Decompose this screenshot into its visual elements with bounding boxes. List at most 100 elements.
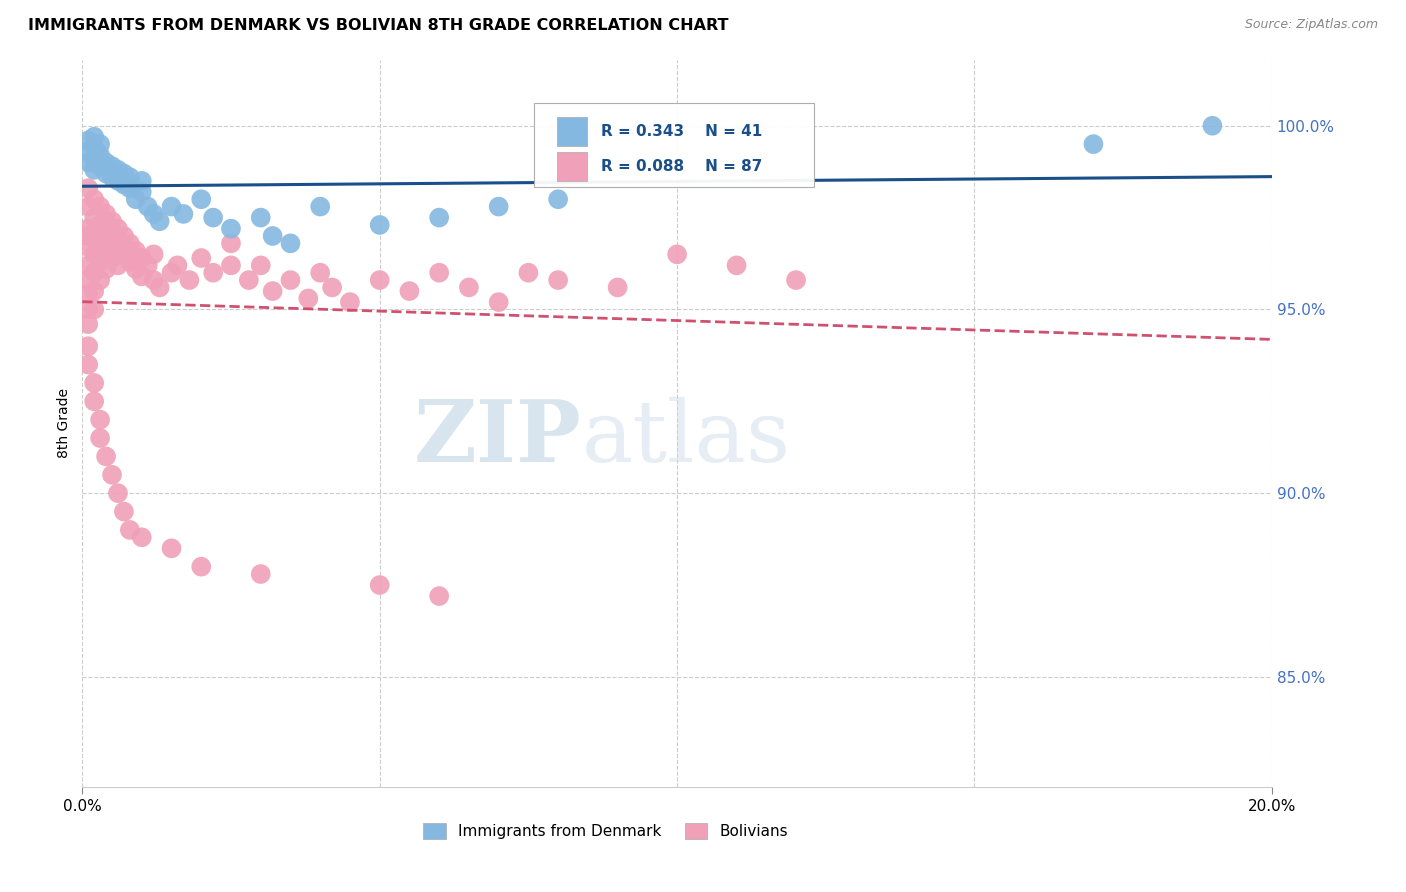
Point [118, 170, 141, 185]
Point [107, 162, 129, 177]
Point [83, 302, 105, 317]
Point [112, 167, 135, 181]
Point [77, 145, 100, 159]
Point [101, 170, 124, 185]
Point [89, 273, 111, 287]
Point [427, 589, 450, 603]
Point [368, 273, 391, 287]
Point [131, 530, 153, 544]
Point [107, 240, 129, 254]
Point [94, 155, 117, 169]
Point [427, 211, 450, 225]
Point [77, 181, 100, 195]
Point [77, 240, 100, 254]
Point [142, 247, 165, 261]
Point [309, 200, 332, 214]
FancyBboxPatch shape [534, 103, 814, 187]
Point [89, 254, 111, 268]
Point [142, 273, 165, 287]
Point [785, 273, 807, 287]
Point [94, 207, 117, 221]
Point [190, 192, 212, 206]
Point [297, 292, 319, 306]
Point [172, 207, 194, 221]
Point [83, 229, 105, 244]
Point [112, 247, 135, 261]
Point [83, 141, 105, 155]
Point [107, 486, 129, 500]
Point [190, 559, 212, 574]
Point [160, 200, 183, 214]
Point [339, 295, 361, 310]
Point [547, 192, 569, 206]
Point [94, 167, 117, 181]
Point [125, 262, 148, 277]
Point [77, 317, 100, 331]
Point [89, 137, 111, 152]
Point [280, 236, 302, 251]
Point [166, 258, 188, 272]
Point [131, 251, 153, 265]
Point [458, 280, 481, 294]
Point [94, 262, 117, 277]
Point [77, 155, 100, 169]
Point [77, 133, 100, 147]
Point [368, 578, 391, 592]
Bar [557, 152, 586, 181]
Point [89, 148, 111, 162]
Point [77, 229, 100, 244]
Point [83, 162, 105, 177]
Point [107, 174, 129, 188]
Point [280, 273, 302, 287]
Text: atlas: atlas [582, 396, 792, 480]
Point [149, 214, 172, 228]
Point [77, 302, 100, 317]
Point [262, 229, 284, 244]
Y-axis label: 8th Grade: 8th Grade [58, 388, 72, 458]
Point [83, 129, 105, 144]
Text: Source: ZipAtlas.com: Source: ZipAtlas.com [1244, 18, 1378, 31]
Point [219, 236, 242, 251]
Point [107, 221, 129, 235]
Point [427, 266, 450, 280]
Point [118, 254, 141, 268]
Point [149, 280, 172, 294]
Point [101, 214, 124, 228]
Text: IMMIGRANTS FROM DENMARK VS BOLIVIAN 8TH GRADE CORRELATION CHART: IMMIGRANTS FROM DENMARK VS BOLIVIAN 8TH … [28, 18, 728, 33]
Legend: Immigrants from Denmark, Bolivians: Immigrants from Denmark, Bolivians [418, 817, 794, 845]
Point [112, 178, 135, 192]
Point [101, 467, 124, 482]
Point [89, 159, 111, 173]
Point [83, 376, 105, 390]
Point [202, 266, 225, 280]
Point [190, 251, 212, 265]
Point [1201, 119, 1223, 133]
Point [94, 225, 117, 239]
Text: R = 0.088    N = 87: R = 0.088 N = 87 [600, 159, 762, 174]
Point [83, 394, 105, 409]
Point [136, 200, 159, 214]
Point [249, 211, 271, 225]
Point [118, 181, 141, 195]
Point [107, 258, 129, 272]
Point [83, 247, 105, 261]
Point [89, 218, 111, 232]
Point [238, 273, 260, 287]
Point [89, 413, 111, 427]
Point [77, 287, 100, 301]
Point [131, 174, 153, 188]
Point [219, 221, 242, 235]
Point [94, 450, 117, 464]
Point [725, 258, 748, 272]
Point [89, 431, 111, 445]
Point [321, 280, 343, 294]
Point [142, 207, 165, 221]
Point [547, 273, 569, 287]
Point [77, 358, 100, 372]
Point [77, 339, 100, 353]
Point [83, 284, 105, 298]
Point [219, 258, 242, 272]
Point [666, 247, 689, 261]
Point [89, 200, 111, 214]
Point [125, 192, 148, 206]
